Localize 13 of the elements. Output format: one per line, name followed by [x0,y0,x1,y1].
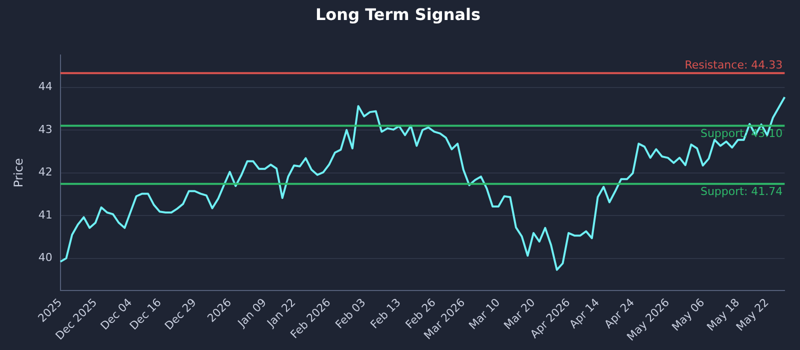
ref-line-label: Support: 41.74 [700,185,783,198]
y-tick-label: 42 [38,166,52,179]
x-tick-label: Feb 13 [368,296,404,332]
x-tick-label: Mar 10 [466,296,503,332]
y-tick-label: 43 [38,122,52,136]
y-tick-label: 44 [38,80,52,94]
y-axis-title: Price [11,158,26,188]
ref-line-label: Resistance: 44.33 [684,58,783,72]
x-tick-label: Feb 03 [332,296,368,332]
x-tick-label: Dec 29 [162,296,199,333]
y-tick-label: 40 [38,251,52,264]
chart-title: Long Term Signals [315,4,481,24]
y-tick-label: 41 [38,208,52,222]
